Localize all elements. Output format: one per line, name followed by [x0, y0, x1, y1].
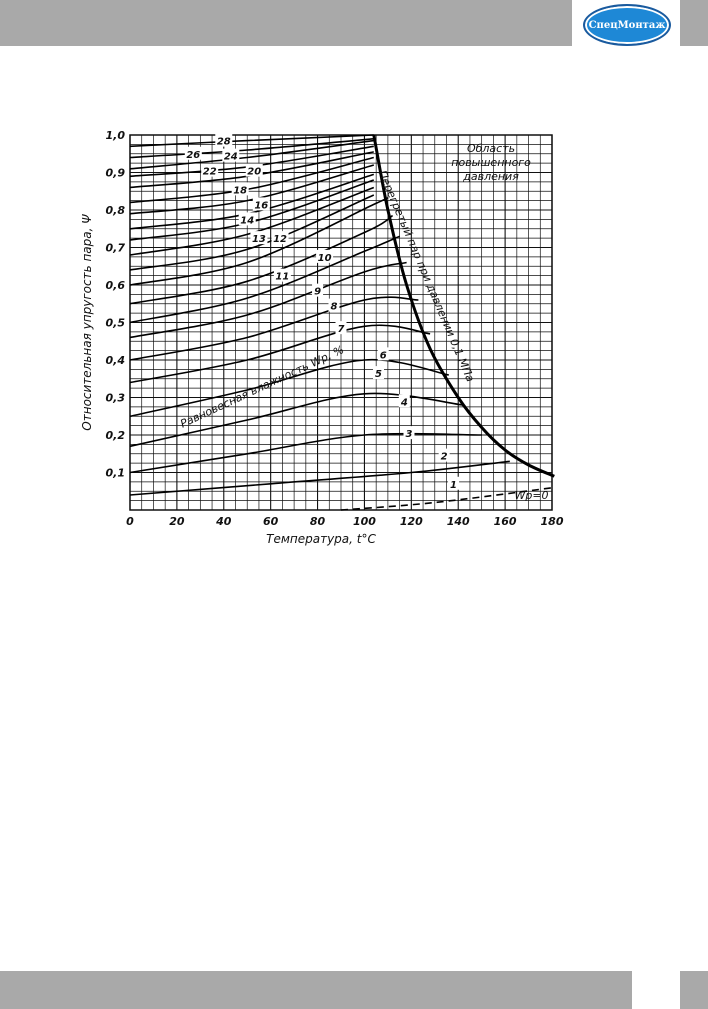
x-tick-label: 80	[310, 515, 326, 528]
curve-label: 4	[400, 397, 408, 408]
curve-label: 5	[375, 369, 382, 380]
curve-label-bg	[252, 197, 270, 211]
curve-label: 13	[252, 234, 266, 245]
series-line-9	[129, 214, 394, 305]
series-line-28	[129, 134, 374, 148]
curve-label-bg	[328, 298, 340, 312]
series-line-3	[129, 392, 463, 448]
y-tick-label: 0,1	[106, 467, 126, 480]
curve-label: 1	[450, 480, 457, 491]
curve-label: 10	[318, 253, 332, 264]
curve-label-bg	[448, 476, 460, 490]
curve-label-bg	[398, 394, 410, 408]
curve-label: 20	[247, 167, 261, 178]
y-tick-label: 0,2	[106, 429, 126, 442]
curve-label: 11	[275, 272, 289, 283]
y-tick-label: 0,9	[106, 167, 126, 180]
series-line-1	[129, 460, 510, 496]
curve-label: 6	[380, 350, 387, 361]
curve-label-bg	[438, 448, 450, 462]
x-tick-label: 20	[169, 515, 185, 528]
y-tick-label: 1,0	[106, 129, 126, 142]
curve-label: 22	[203, 167, 217, 178]
curve-label: 16	[254, 200, 268, 211]
y-tick-label: 0,6	[106, 279, 126, 292]
curve-label-bg	[184, 146, 202, 160]
y-tick-label: 0,5	[106, 317, 126, 330]
x-tick-label: 100	[353, 515, 376, 528]
series-line-7	[129, 261, 407, 339]
boundary-curve	[372, 134, 555, 478]
curve-label-bg	[377, 347, 389, 361]
region-line: повышенного	[451, 156, 531, 169]
series-line-26	[129, 138, 374, 159]
series-line-4	[129, 358, 449, 418]
curve-label: 2	[441, 452, 448, 463]
series-line-12	[129, 186, 375, 256]
chart-ticks: 0 20 40 60 80 100 120 140 160 1800,10,20,30,40,50…	[106, 129, 564, 528]
curve-label-bg	[215, 133, 233, 147]
series-line-6	[129, 296, 419, 361]
curve-label-bg	[238, 212, 256, 226]
series-line-11	[129, 194, 375, 271]
curve-label: 8	[330, 302, 337, 313]
series-line-16	[129, 164, 375, 215]
moisture-chart: 28 26 24 22 20 18 16 14 13 12 11 10 9 8 7 6 5 4 3 2 1 0 20 40 6…	[75, 110, 620, 555]
y-tick-label: 0,3	[106, 392, 126, 405]
curve-label: 7	[338, 324, 345, 335]
curve-label-bg	[201, 163, 219, 177]
x-tick-label: 140	[447, 515, 470, 528]
curve-label: 9	[314, 287, 321, 298]
footer-corner-band	[680, 971, 708, 1009]
curve-label-bg	[273, 268, 291, 282]
series-line-5	[129, 324, 431, 384]
region-line: давления	[462, 170, 519, 183]
company-logo: СпецМонтаж	[583, 4, 671, 46]
curve-label-bg	[222, 148, 240, 162]
x-tick-label: 40	[215, 515, 232, 528]
curve-label-bg	[271, 231, 289, 245]
x-tick-label: 0	[126, 515, 134, 528]
curve-label: 24	[224, 152, 238, 163]
region-line: Область	[467, 142, 515, 155]
curve-label-bg	[231, 182, 249, 196]
footer-band	[0, 971, 632, 1009]
logo-text: СпецМонтаж	[588, 19, 666, 31]
header-corner-band	[680, 0, 708, 46]
curve-label: 12	[273, 234, 287, 245]
curve-label-bg	[403, 426, 415, 440]
header-band	[0, 0, 572, 46]
series-line-2	[129, 432, 482, 474]
x-tick-label: 120	[400, 515, 423, 528]
curve-label: 26	[186, 150, 200, 161]
x-tick-label: 180	[541, 515, 564, 528]
series-line-8	[129, 235, 400, 324]
region-annotation: Область повышенного давления	[451, 142, 531, 183]
curve-label-bg	[316, 249, 334, 263]
x-axis-title: Температура, t°C	[266, 532, 376, 546]
y-axis-title: Относительная упругость пара, Ψ	[80, 214, 94, 431]
curve-label: 18	[233, 185, 247, 196]
curve-label: 14	[240, 215, 254, 226]
y-tick-label: 0,7	[106, 242, 126, 255]
curve-label: 28	[217, 137, 231, 148]
x-tick-label: 160	[494, 515, 517, 528]
curve-label-bg	[250, 231, 268, 245]
series-line-24	[129, 139, 374, 170]
y-tick-label: 0,8	[106, 204, 126, 217]
curve-label-bg	[335, 321, 347, 335]
curve-label-bg	[373, 366, 385, 380]
x-tick-label: 60	[263, 515, 279, 528]
curve-label-bg	[245, 163, 263, 177]
zero-annotation: Wp=0	[514, 489, 548, 502]
curve-label: 3	[406, 429, 413, 440]
curve-label-bg	[312, 283, 324, 297]
chart-curves	[129, 134, 555, 511]
y-tick-label: 0,4	[106, 354, 126, 367]
